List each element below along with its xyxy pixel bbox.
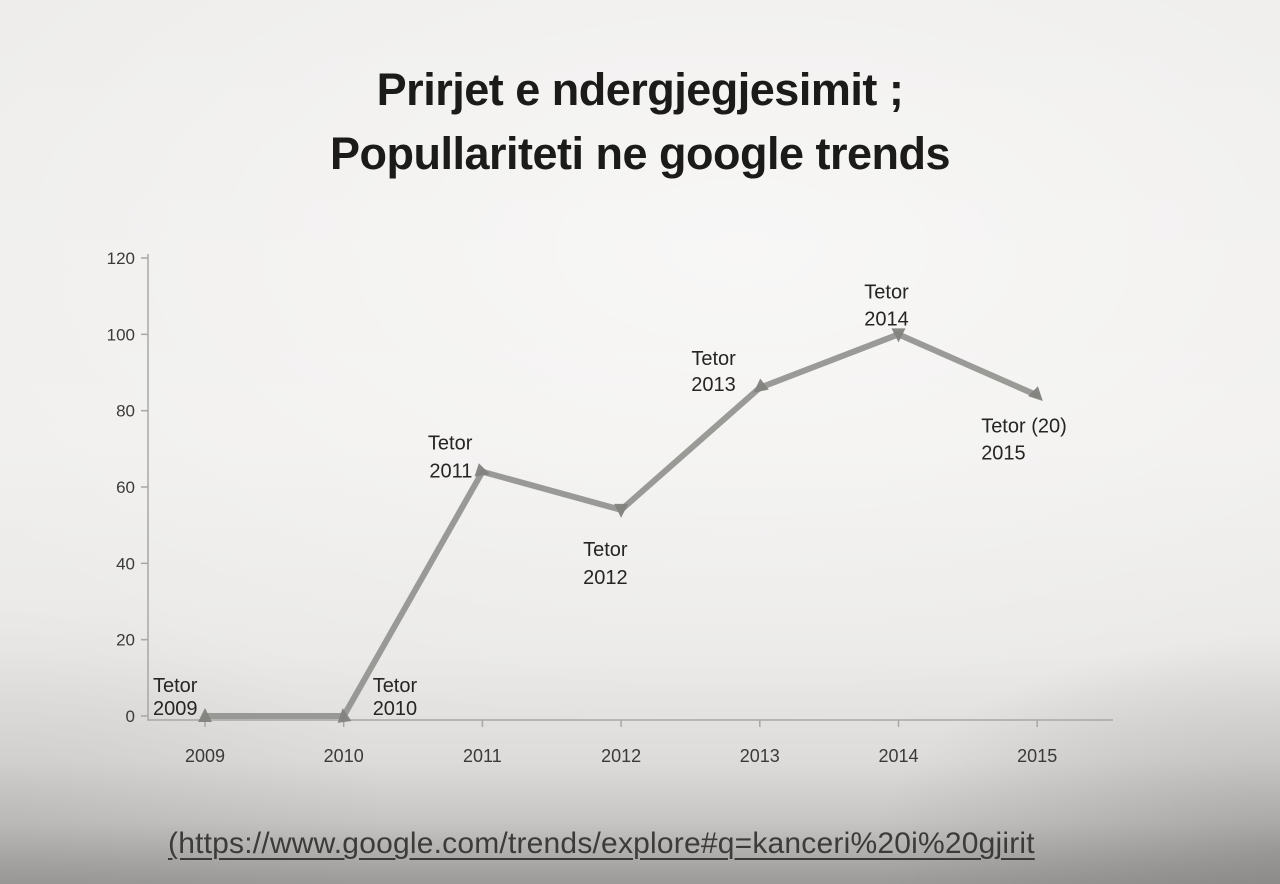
point-label: 2015 xyxy=(981,442,1025,464)
chart-axes xyxy=(147,254,1113,721)
point-label: Tetor xyxy=(583,539,628,561)
point-label: 2010 xyxy=(373,698,418,720)
x-axis-tick-label: 2009 xyxy=(185,746,225,766)
point-label: 2011 xyxy=(429,461,472,483)
trend-line xyxy=(202,331,1041,719)
y-axis-tick-label: 0 xyxy=(126,707,135,726)
page-title-line2: Popullariteti ne google trends xyxy=(329,127,951,179)
y-axis-tick-label: 40 xyxy=(116,554,135,573)
point-label: 2009 xyxy=(153,698,198,720)
x-axis-tick-label: 2013 xyxy=(740,746,780,766)
y-axis-tick-label: 60 xyxy=(116,478,135,497)
point-label: Tetor xyxy=(691,348,736,370)
x-axis-tick-label: 2015 xyxy=(1017,746,1057,766)
page-title: Prirjet e ndergjegjesimit ; Popullaritet… xyxy=(0,58,1280,186)
data-point-marker xyxy=(753,378,769,393)
point-label: 2014 xyxy=(864,308,909,330)
x-axis-tick-label: 2014 xyxy=(878,746,918,766)
point-label: Tetor (20) xyxy=(981,415,1067,437)
data-point-marker xyxy=(1028,386,1043,402)
point-label: Tetor xyxy=(864,281,909,303)
page-title-line1: Prirjet e ndergjegjesimit ; xyxy=(376,64,904,115)
data-point-marker xyxy=(474,463,491,477)
point-label: 2012 xyxy=(583,567,628,589)
point-label: 2013 xyxy=(691,374,736,396)
x-axis-tick-label: 2010 xyxy=(324,746,364,766)
y-axis-tick-label: 120 xyxy=(107,249,135,268)
y-axis-tick-label: 100 xyxy=(107,325,135,344)
x-axis-tick-label: 2012 xyxy=(601,746,641,766)
source-link[interactable]: (https://www.google.com/trends/explore#q… xyxy=(168,827,1035,860)
point-label: Tetor xyxy=(428,433,473,455)
point-label: Tetor xyxy=(373,675,418,697)
data-point-marker xyxy=(891,328,906,343)
point-label: Tetor xyxy=(153,675,198,697)
x-axis-tick-label: 2011 xyxy=(463,746,502,766)
y-axis-tick-label: 20 xyxy=(116,631,135,650)
data-point-marker xyxy=(337,708,352,723)
y-axis-tick-label: 80 xyxy=(116,402,135,421)
data-point-marker xyxy=(614,503,629,518)
data-point-marker xyxy=(198,708,212,722)
